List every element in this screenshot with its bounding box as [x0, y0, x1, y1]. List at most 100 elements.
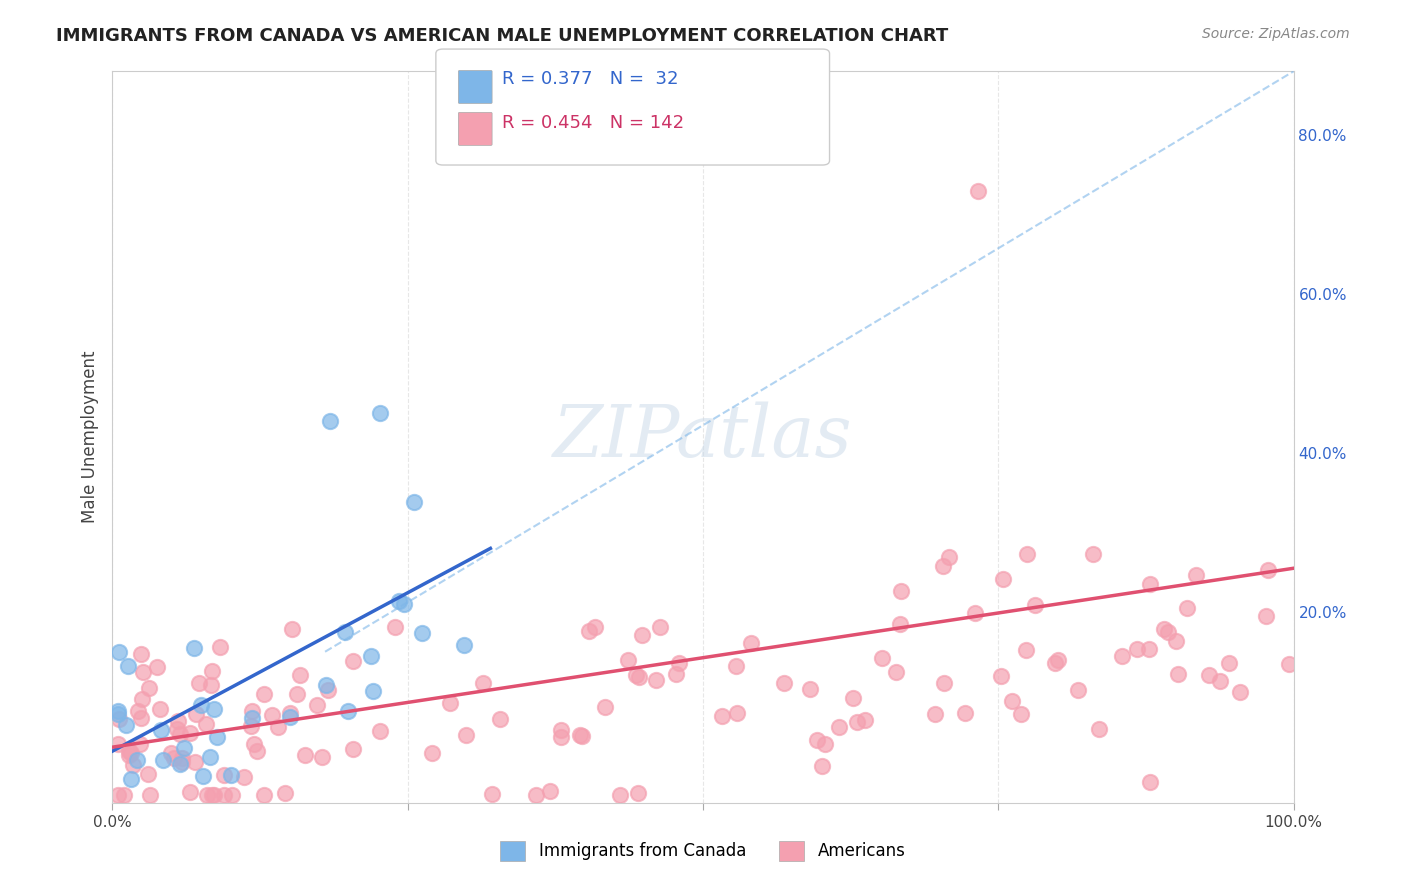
Point: [107, 704, 129, 718]
Point: [1067, 683, 1090, 698]
Point: [129, 737, 152, 751]
Point: [131, 665, 153, 680]
Point: [627, 786, 650, 800]
Point: [131, 647, 153, 661]
Point: [665, 666, 688, 681]
Point: [609, 788, 631, 802]
Point: [624, 668, 647, 682]
Point: [191, 769, 214, 783]
Point: [453, 638, 475, 652]
Point: [645, 673, 668, 687]
Point: [1229, 684, 1251, 698]
Point: [278, 706, 301, 720]
Point: [285, 687, 308, 701]
Text: R = 0.377   N =  32: R = 0.377 N = 32: [502, 70, 679, 88]
Point: [938, 549, 960, 564]
Text: R = 0.454   N = 142: R = 0.454 N = 142: [502, 114, 685, 132]
Point: [294, 747, 316, 762]
Point: [246, 743, 269, 757]
Point: [481, 787, 503, 801]
Point: [121, 758, 143, 772]
Point: [1139, 775, 1161, 789]
Point: [1111, 649, 1133, 664]
Point: [870, 651, 893, 665]
Point: [212, 767, 235, 781]
Point: [932, 676, 955, 690]
Point: [342, 653, 364, 667]
Point: [200, 678, 222, 692]
Text: Source: ZipAtlas.com: Source: ZipAtlas.com: [1202, 27, 1350, 41]
Point: [991, 573, 1014, 587]
Point: [108, 645, 131, 659]
Point: [384, 620, 406, 634]
Point: [136, 766, 159, 780]
Point: [924, 707, 946, 722]
Y-axis label: Male Unemployment: Male Unemployment: [80, 351, 98, 524]
Point: [1139, 576, 1161, 591]
Point: [578, 624, 600, 638]
Point: [205, 731, 228, 745]
Point: [668, 657, 690, 671]
Point: [240, 719, 263, 733]
Point: [311, 750, 333, 764]
Point: [392, 597, 415, 611]
Point: [963, 606, 986, 620]
Point: [1185, 568, 1208, 582]
Point: [814, 737, 837, 751]
Point: [363, 684, 385, 698]
Point: [1137, 642, 1160, 657]
Point: [811, 759, 834, 773]
Point: [278, 710, 301, 724]
Point: [240, 710, 263, 724]
Point: [169, 727, 191, 741]
Point: [118, 744, 141, 758]
Point: [1256, 609, 1278, 624]
Point: [125, 753, 148, 767]
Point: [724, 658, 747, 673]
Point: [146, 659, 169, 673]
Point: [179, 785, 201, 799]
Point: [571, 729, 593, 743]
Point: [307, 698, 329, 712]
Point: [131, 692, 153, 706]
Point: [846, 715, 869, 730]
Point: [953, 706, 976, 720]
Point: [595, 700, 617, 714]
Point: [1157, 625, 1180, 640]
Point: [388, 594, 411, 608]
Point: [799, 682, 821, 697]
Point: [550, 723, 572, 737]
Point: [472, 676, 495, 690]
Point: [202, 788, 225, 802]
Point: [149, 702, 172, 716]
Point: [1001, 694, 1024, 708]
Point: [630, 628, 652, 642]
Point: [740, 636, 762, 650]
Point: [194, 717, 217, 731]
Point: [967, 184, 990, 198]
Point: [107, 706, 129, 721]
Point: [368, 724, 391, 739]
Point: [183, 640, 205, 655]
Point: [1043, 656, 1066, 670]
Point: [1209, 674, 1232, 689]
Point: [889, 616, 911, 631]
Point: [242, 738, 264, 752]
Point: [170, 755, 193, 769]
Point: [828, 721, 851, 735]
Point: [422, 746, 444, 760]
Point: [1010, 706, 1032, 721]
Point: [368, 406, 391, 420]
Point: [335, 625, 357, 640]
Point: [201, 788, 224, 802]
Point: [179, 726, 201, 740]
Point: [404, 495, 426, 509]
Point: [187, 676, 209, 690]
Point: [538, 784, 561, 798]
Point: [117, 659, 139, 673]
Point: [160, 747, 183, 761]
Point: [281, 622, 304, 636]
Point: [316, 683, 339, 698]
Point: [628, 670, 651, 684]
Point: [1277, 657, 1299, 671]
